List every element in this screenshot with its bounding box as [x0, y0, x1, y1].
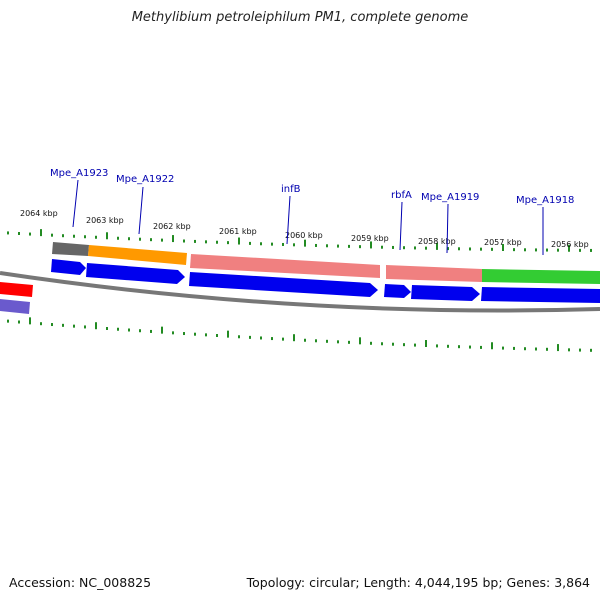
- gene-leader-line: [138, 186, 144, 235]
- kbp-label: 2056 kbp: [551, 240, 589, 249]
- feature-orange[interactable]: [88, 245, 187, 265]
- kbp-labels: 2064 kbp 2063 kbp 2062 kbp 2061 kbp 2060…: [20, 209, 589, 249]
- cds-arrow[interactable]: [481, 287, 600, 303]
- gene-leader-line: [399, 201, 403, 251]
- backbone-arc: [0, 271, 600, 313]
- feature-gray[interactable]: [52, 242, 89, 256]
- feature-pink-infB[interactable]: [190, 254, 380, 278]
- cds-arrow[interactable]: [411, 285, 480, 301]
- outer-tick-track: [7, 229, 592, 252]
- kbp-label: 2064 kbp: [20, 209, 58, 218]
- kbp-label: 2060 kbp: [285, 231, 323, 240]
- accession-text: Accession: NC_008825: [9, 575, 152, 590]
- gene-leader-line: [446, 203, 449, 254]
- gene-label-rbfa[interactable]: rbfA: [391, 190, 412, 201]
- cds-track: [51, 259, 600, 303]
- kbp-label: 2063 kbp: [86, 216, 124, 225]
- inner-tick-track: [7, 317, 592, 352]
- gene-label-infb[interactable]: infB: [281, 184, 301, 195]
- kbp-label: 2061 kbp: [219, 227, 257, 236]
- cds-arrow[interactable]: [51, 259, 86, 275]
- cds-arrow[interactable]: [189, 272, 378, 297]
- map-title: Methylibium petroleiphilum PM1, complete…: [131, 10, 469, 25]
- gene-leader-line: [286, 195, 291, 245]
- cds-arrow[interactable]: [384, 284, 411, 298]
- cds-arrow[interactable]: [86, 263, 185, 284]
- kbp-label: 2062 kbp: [153, 222, 191, 231]
- gene-label-mpe-a1922[interactable]: Mpe_A1922: [116, 174, 174, 185]
- kbp-label: 2057 kbp: [484, 238, 522, 247]
- gene-leader-line: [72, 179, 79, 228]
- kbp-label: 2058 kbp: [418, 237, 456, 246]
- genome-summary-text: Topology: circular; Length: 4,044,195 bp…: [246, 575, 590, 590]
- feature-pink-rbfA[interactable]: [386, 265, 482, 282]
- gene-label-mpe-a1918[interactable]: Mpe_A1918: [516, 195, 574, 206]
- gene-label-mpe-a1919[interactable]: Mpe_A1919: [421, 192, 479, 203]
- kbp-label: 2059 kbp: [351, 234, 389, 243]
- feature-red[interactable]: [0, 282, 33, 297]
- gene-labels: Mpe_A1923 Mpe_A1922 infB rbfA Mpe_A1919 …: [50, 168, 574, 255]
- feature-purple[interactable]: [0, 299, 30, 314]
- feature-green[interactable]: [482, 269, 600, 284]
- gene-label-mpe-a1923[interactable]: Mpe_A1923: [50, 168, 108, 179]
- feature-track: [0, 242, 600, 314]
